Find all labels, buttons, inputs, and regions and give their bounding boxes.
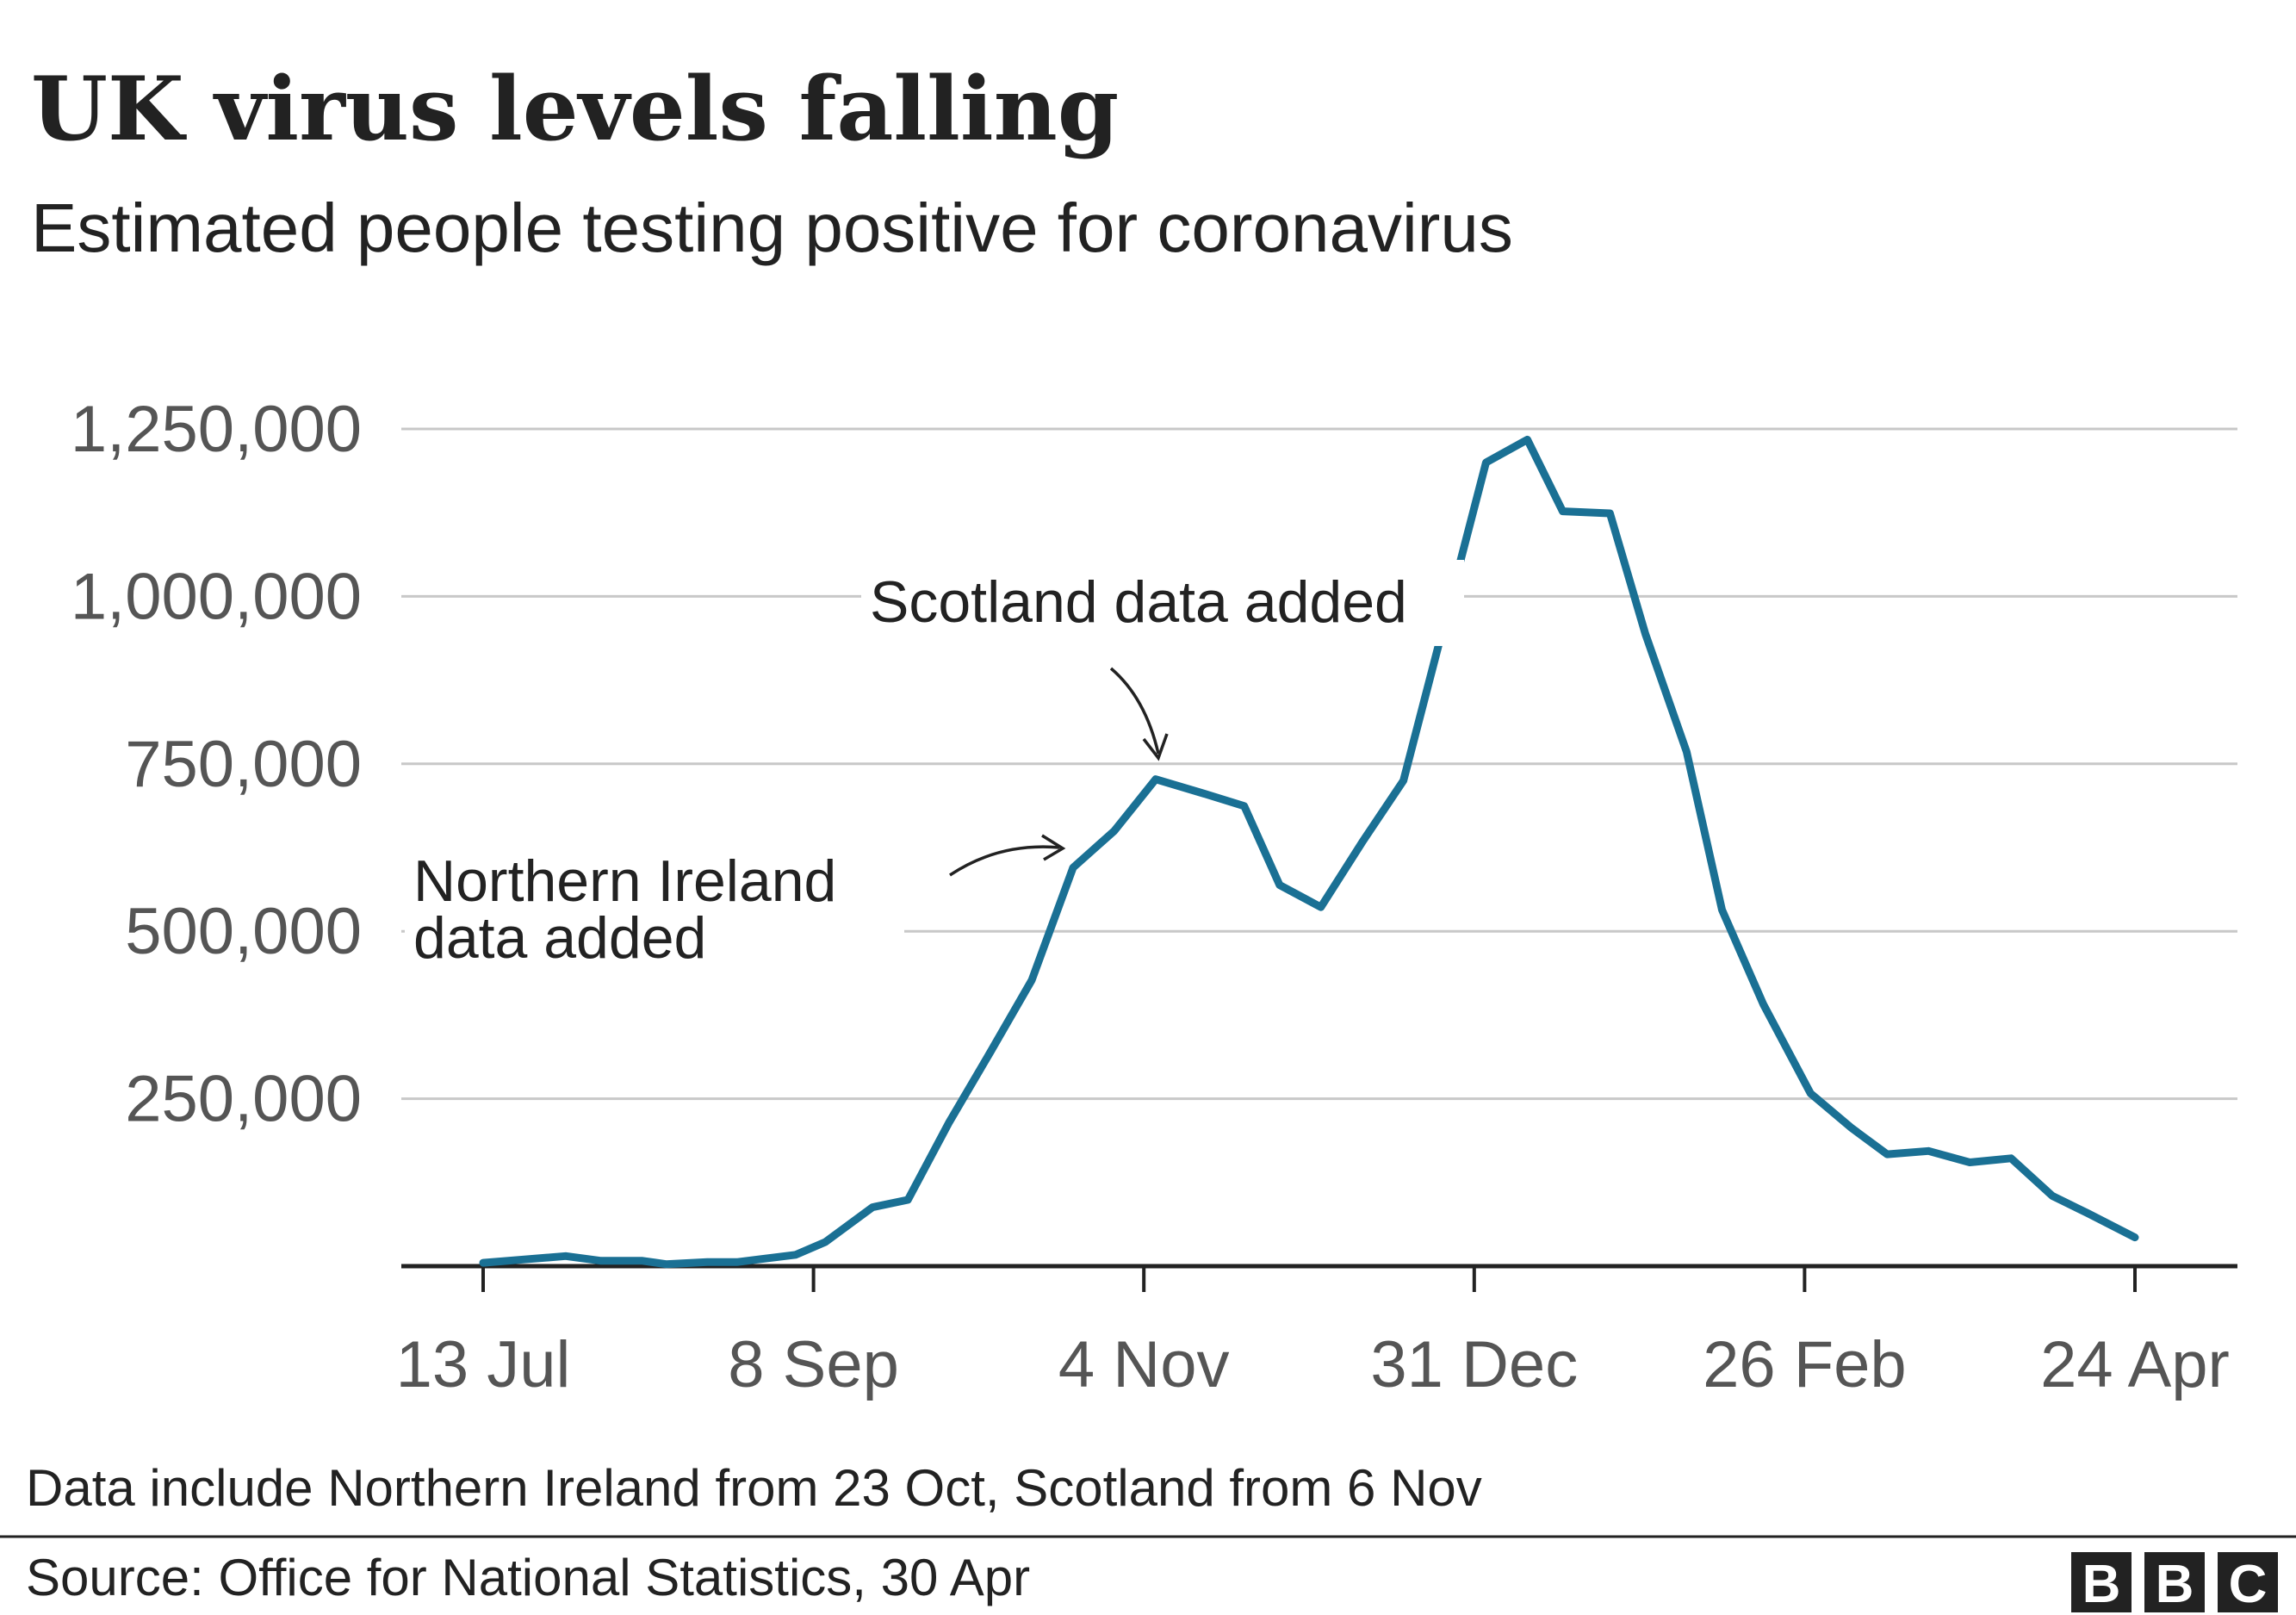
x-tick-label: 13 Jul <box>396 1328 571 1401</box>
annotation-scotland: Scotland data added <box>870 569 1407 635</box>
chart-title: UK virus levels falling <box>31 58 1119 161</box>
annotation-bg <box>405 835 904 973</box>
footer-note: Data include Northern Ireland from 23 Oc… <box>26 1459 1482 1517</box>
bbc-logo: B B C <box>2071 1552 2278 1614</box>
series-line <box>479 435 2139 1269</box>
x-tick-label: 31 Dec <box>1370 1328 1578 1401</box>
y-tick-label: 1,250,000 <box>71 393 362 466</box>
svg-text:B: B <box>2082 1555 2121 1614</box>
x-tick-label: 8 Sep <box>728 1328 899 1401</box>
x-tick-label: 4 Nov <box>1058 1328 1230 1401</box>
annotation-arrow-scotland <box>1109 667 1160 755</box>
arrow-head-icon <box>1142 733 1169 761</box>
annotation-bg <box>861 560 1464 646</box>
y-tick-label: 1,000,000 <box>71 560 362 633</box>
footer-source: Source: Office for National Statistics, … <box>26 1549 1030 1606</box>
svg-text:C: C <box>2229 1555 2268 1614</box>
chart-subtitle: Estimated people testing positive for co… <box>31 189 1513 266</box>
y-tick-label: 750,000 <box>125 728 362 801</box>
y-tick-label: 500,000 <box>125 895 362 968</box>
y-tick-label: 250,000 <box>125 1063 362 1136</box>
x-tick-label: 24 Apr <box>2040 1328 2230 1401</box>
annotation-ni-line2: data added <box>413 905 706 971</box>
arrow-head-icon <box>1041 834 1066 861</box>
x-tick-label: 26 Feb <box>1703 1328 1907 1401</box>
annotation-ni-line1: Northern Ireland <box>413 848 836 914</box>
svg-text:B: B <box>2156 1555 2194 1614</box>
annotation-arrow-ni <box>949 845 1060 877</box>
